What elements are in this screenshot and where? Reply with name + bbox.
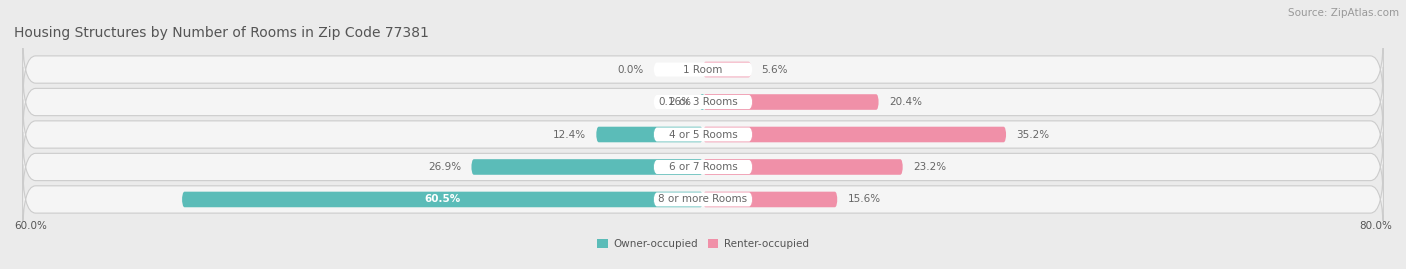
Text: 80.0%: 80.0% <box>1360 221 1392 231</box>
FancyBboxPatch shape <box>654 128 752 141</box>
Text: 0.16%: 0.16% <box>658 97 692 107</box>
FancyBboxPatch shape <box>703 127 1007 142</box>
Text: 60.0%: 60.0% <box>14 221 46 231</box>
Text: 60.5%: 60.5% <box>425 194 461 204</box>
FancyBboxPatch shape <box>654 160 752 174</box>
Text: 15.6%: 15.6% <box>848 194 880 204</box>
Text: 2 or 3 Rooms: 2 or 3 Rooms <box>669 97 737 107</box>
FancyBboxPatch shape <box>654 62 752 77</box>
FancyBboxPatch shape <box>703 192 838 207</box>
FancyBboxPatch shape <box>22 67 1384 137</box>
Text: 12.4%: 12.4% <box>553 129 586 140</box>
Text: 26.9%: 26.9% <box>427 162 461 172</box>
Text: 23.2%: 23.2% <box>912 162 946 172</box>
FancyBboxPatch shape <box>22 100 1384 169</box>
Legend: Owner-occupied, Renter-occupied: Owner-occupied, Renter-occupied <box>593 235 813 253</box>
FancyBboxPatch shape <box>471 159 703 175</box>
FancyBboxPatch shape <box>22 132 1384 202</box>
Text: 35.2%: 35.2% <box>1017 129 1050 140</box>
FancyBboxPatch shape <box>181 192 703 207</box>
Text: Housing Structures by Number of Rooms in Zip Code 77381: Housing Structures by Number of Rooms in… <box>14 26 429 40</box>
Text: 5.6%: 5.6% <box>762 65 787 75</box>
FancyBboxPatch shape <box>654 192 752 207</box>
FancyBboxPatch shape <box>654 95 752 109</box>
FancyBboxPatch shape <box>703 159 903 175</box>
FancyBboxPatch shape <box>700 94 704 110</box>
FancyBboxPatch shape <box>22 164 1384 235</box>
Text: 20.4%: 20.4% <box>889 97 922 107</box>
FancyBboxPatch shape <box>703 62 751 77</box>
FancyBboxPatch shape <box>596 127 703 142</box>
Text: Source: ZipAtlas.com: Source: ZipAtlas.com <box>1288 8 1399 18</box>
FancyBboxPatch shape <box>22 34 1384 105</box>
Text: 6 or 7 Rooms: 6 or 7 Rooms <box>669 162 737 172</box>
Text: 8 or more Rooms: 8 or more Rooms <box>658 194 748 204</box>
Text: 4 or 5 Rooms: 4 or 5 Rooms <box>669 129 737 140</box>
FancyBboxPatch shape <box>703 94 879 110</box>
Text: 1 Room: 1 Room <box>683 65 723 75</box>
Text: 0.0%: 0.0% <box>617 65 643 75</box>
